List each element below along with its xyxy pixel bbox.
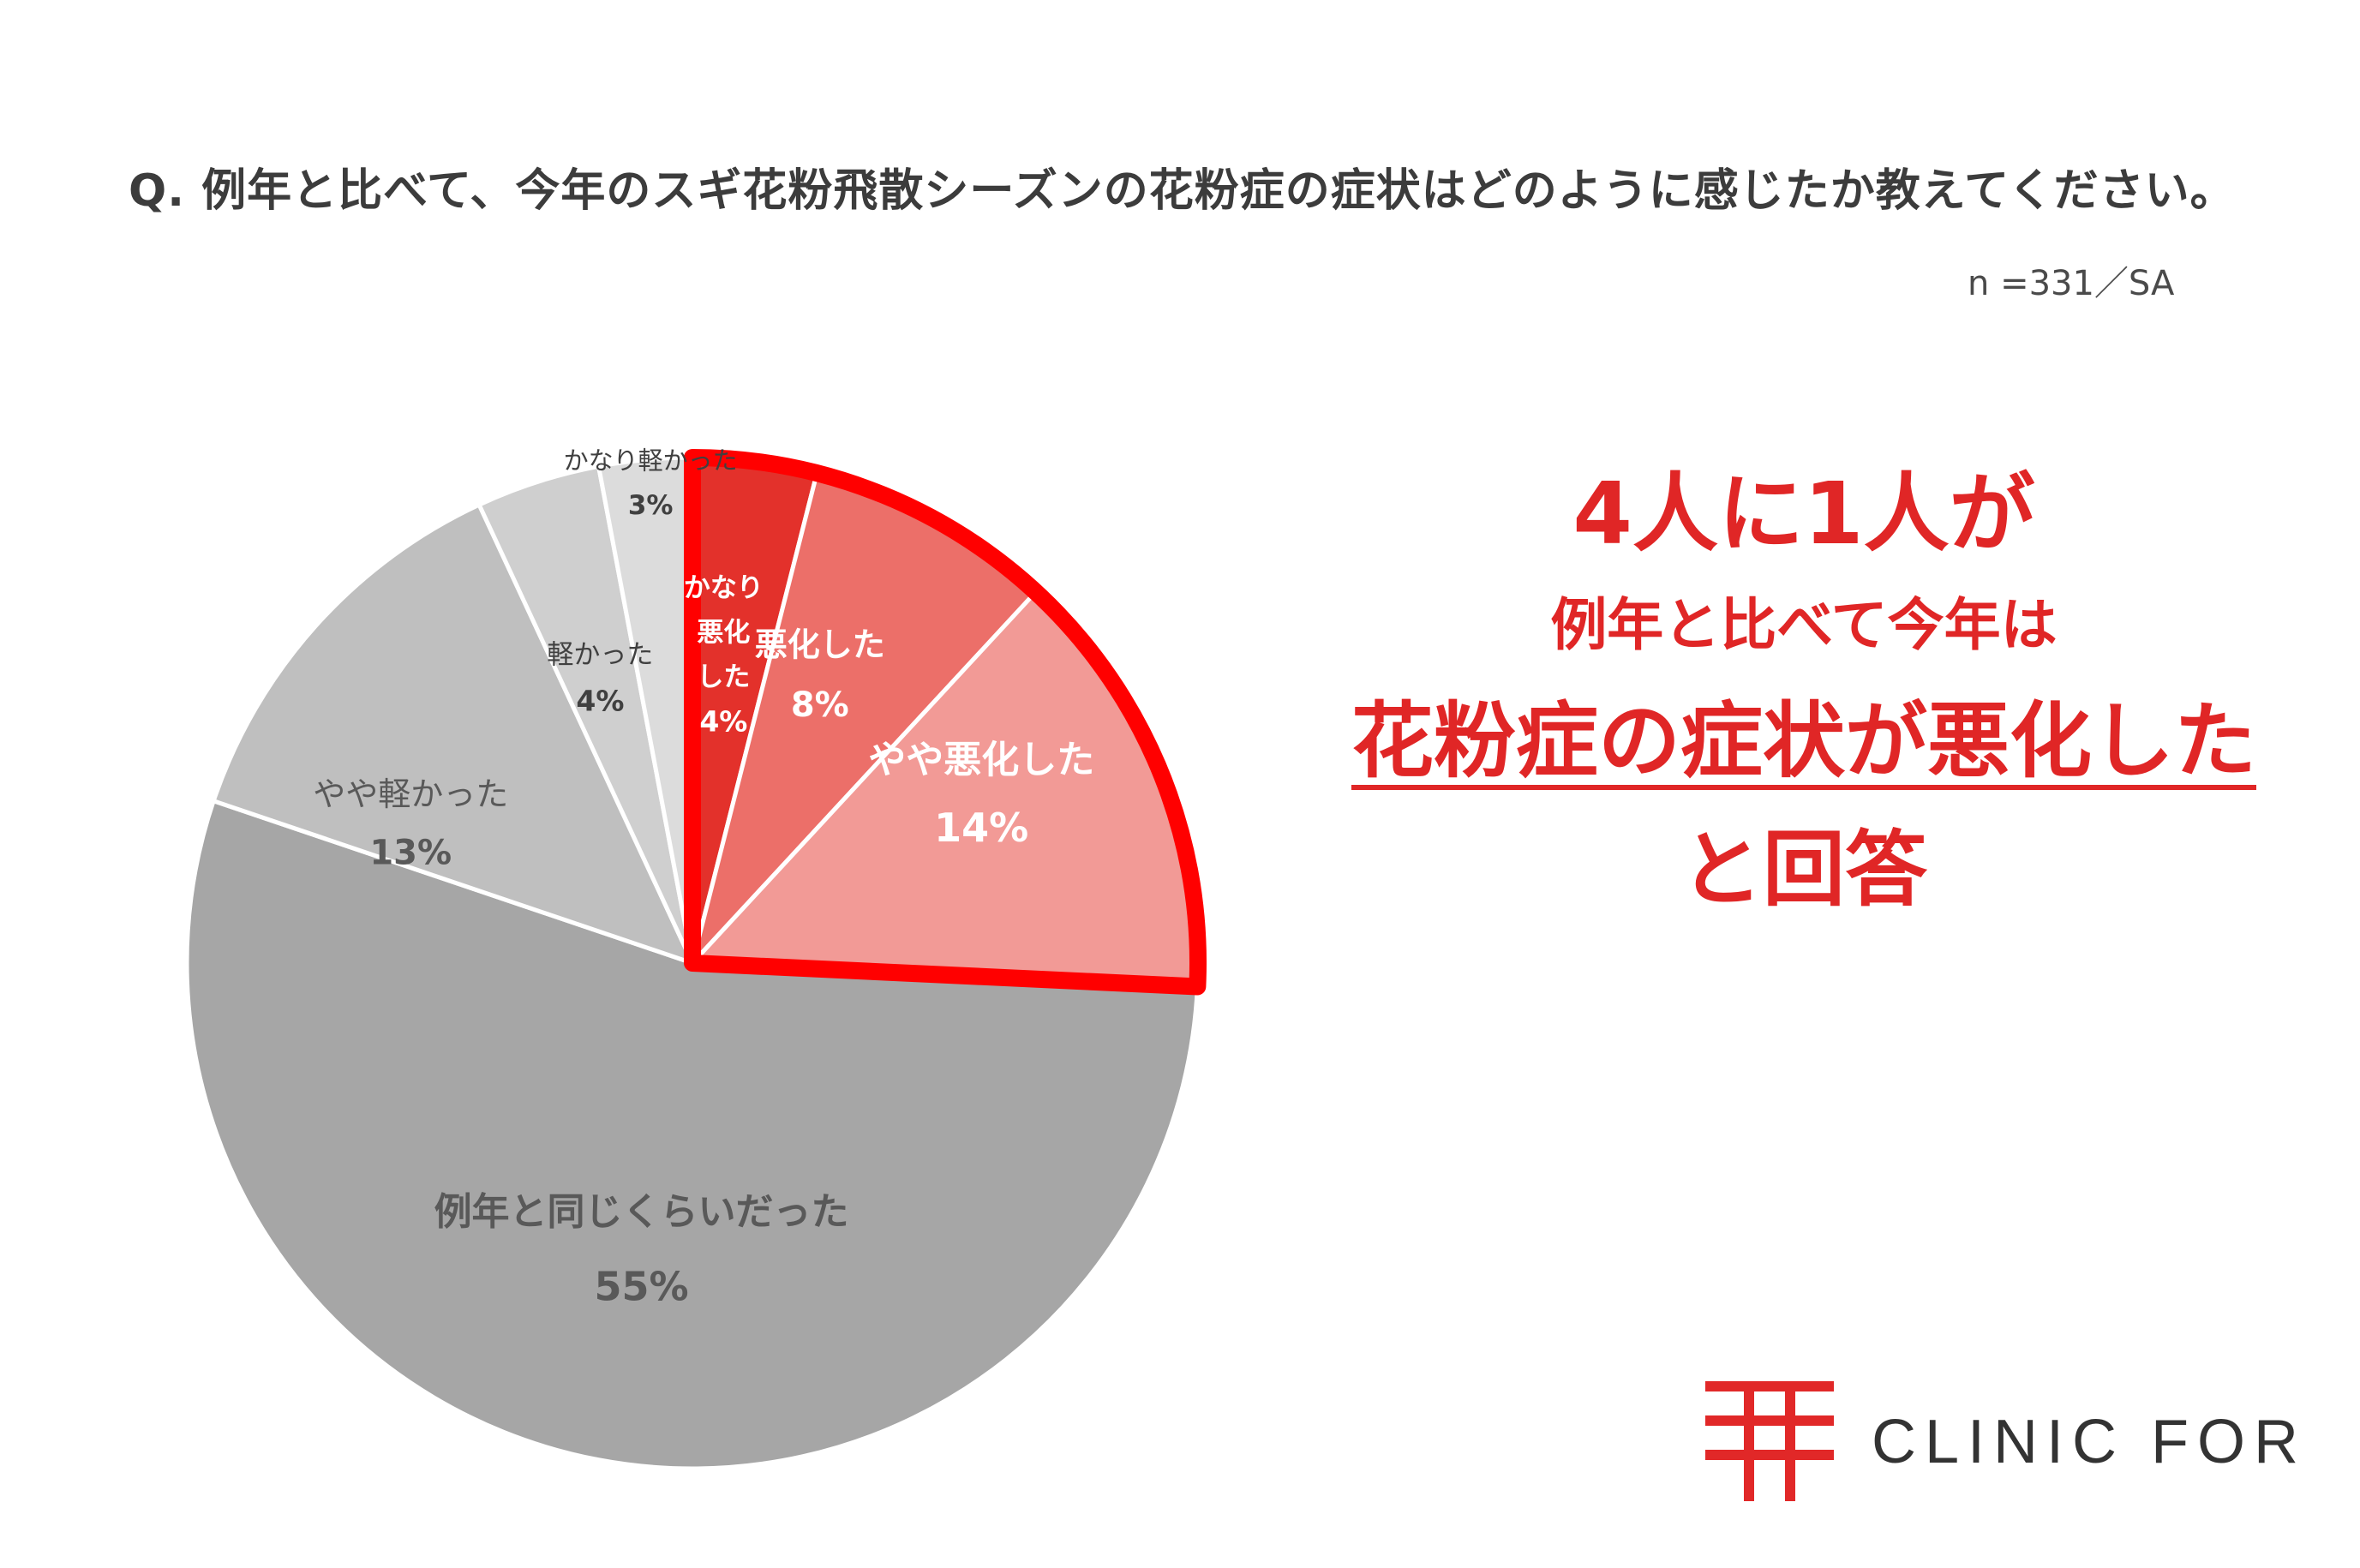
slice-value-label: 14% [934,805,1028,851]
clinic-cross-icon [1705,1381,1834,1501]
slice-category-label: 悪化した [755,625,885,663]
slice-category-label: かなり軽かった [564,446,738,476]
slice-value-label: 4% [576,684,624,717]
headline-line-2: 例年と比べて今年は [1550,592,2058,658]
headline-block: 4人に1人が 例年と比べて今年は 花粉症の症状が悪化した と回答 [1239,454,2360,934]
slice-value-label: 8% [791,685,849,725]
slice-category-label: 悪化 [697,617,750,648]
slice-category-label: やや悪化した [868,738,1094,781]
slice-value-label: 3% [628,490,674,521]
slice-value-label: 55% [595,1264,689,1310]
slice-category-label: かなり [684,572,764,603]
headline-line-3: 花粉症の症状が悪化した [1351,693,2256,789]
pie-slice [184,798,1200,1471]
slice-category-label: 軽かった [547,639,653,670]
slice-category-label: 例年と同じくらいだった [434,1190,849,1234]
clinic-for-logo: CLINIC FOR [1705,1381,2298,1501]
pie-slice [211,501,697,967]
slice-category-label: した [697,661,750,692]
pie-chart: かなり悪化した4%悪化した8%やや悪化した14%例年と同じくらいだった55%やや… [184,446,1207,1471]
sample-size-note: n =331／SA [1968,264,2175,303]
headline-line-1: 4人に1人が [1572,464,2035,564]
slice-category-label: やや軽かった [313,775,508,813]
brand-name: CLINIC FOR [1872,1408,2308,1476]
survey-question: Q. 例年と比べて、今年のスギ花粉飛散シーズンの花粉症の症状はどのように感じたか… [129,165,2236,217]
highlight-border [684,449,1207,996]
slice-value-label: 4% [699,704,747,738]
headline-line-4: と回答 [1680,822,1927,918]
slice-value-label: 13% [369,834,452,873]
